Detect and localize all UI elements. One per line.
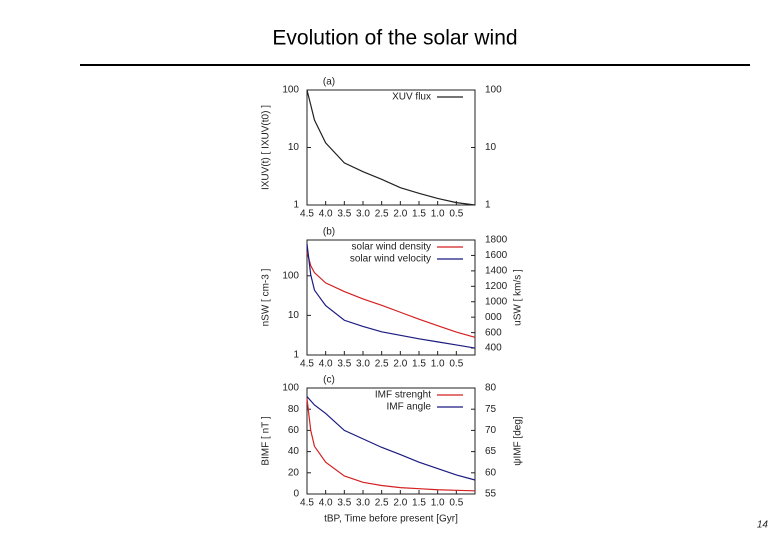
y2-tick-label: 75 bbox=[485, 404, 497, 415]
panel-label: (b) bbox=[323, 227, 335, 238]
y-tick-label: 1 bbox=[293, 350, 299, 361]
x-tick-label: 0.5 bbox=[449, 359, 463, 370]
x-tick-label: 3.5 bbox=[337, 359, 351, 370]
x-tick-label: 2.0 bbox=[393, 498, 407, 509]
series-line bbox=[306, 243, 476, 349]
y-axis-label: BIMF [ nT ] bbox=[261, 416, 272, 465]
legend-label: solar wind density bbox=[352, 242, 431, 253]
legend-label: XUV flux bbox=[392, 92, 431, 103]
y-tick-label: 100 bbox=[282, 85, 299, 96]
x-tick-label: 0.5 bbox=[449, 498, 463, 509]
x-tick-label: 4.5 bbox=[300, 359, 314, 370]
x-tick-label: 2.5 bbox=[375, 209, 389, 220]
panel-label: (a) bbox=[323, 77, 335, 88]
plot-frame bbox=[306, 239, 476, 356]
y2-axis-label: ψIMF [deg] bbox=[513, 416, 524, 466]
y2-axis-label: uSW [ km/s ] bbox=[513, 269, 524, 326]
y2-tick-label: 400 bbox=[485, 343, 502, 354]
x-tick-label: 2.5 bbox=[375, 498, 389, 509]
x-tick-label: 3.0 bbox=[356, 498, 370, 509]
y2-tick-label: 10 bbox=[485, 142, 497, 153]
x-tick-label: 0.5 bbox=[449, 209, 463, 220]
y-axis-label: nSW [ cm-3 ] bbox=[261, 268, 272, 326]
y2-tick-label: 1400 bbox=[485, 266, 508, 277]
y-tick-label: 60 bbox=[288, 425, 300, 436]
x-tick-label: 2.0 bbox=[393, 359, 407, 370]
y-tick-label: 80 bbox=[288, 404, 300, 415]
x-tick-label: 3.0 bbox=[356, 359, 370, 370]
y-tick-label: 100 bbox=[282, 270, 299, 281]
y2-tick-label: 55 bbox=[485, 489, 497, 500]
y-tick-label: 0 bbox=[293, 489, 299, 500]
y2-tick-label: 1800 bbox=[485, 235, 508, 246]
x-tick-label: 4.5 bbox=[300, 498, 314, 509]
y2-tick-label: 1 bbox=[485, 200, 491, 211]
y-tick-label: 1 bbox=[293, 200, 299, 211]
x-tick-label: 4.0 bbox=[319, 209, 333, 220]
series-line bbox=[306, 396, 476, 481]
x-tick-label: 1.5 bbox=[412, 359, 426, 370]
x-tick-label: 4.0 bbox=[319, 359, 333, 370]
y-axis-label: IXUV(t) [ IXUV(t0) ] bbox=[261, 105, 272, 190]
y2-tick-label: 60 bbox=[485, 467, 497, 478]
y2-tick-label: 65 bbox=[485, 446, 497, 457]
x-tick-label: 4.0 bbox=[319, 498, 333, 509]
x-tick-label: 4.5 bbox=[300, 209, 314, 220]
plot-frame bbox=[306, 387, 476, 495]
page-number: 14 bbox=[757, 520, 769, 531]
x-tick-label: 2.5 bbox=[375, 359, 389, 370]
legend-label: IMF angle bbox=[387, 402, 432, 413]
slide-title: Evolution of the solar wind bbox=[272, 27, 517, 50]
x-tick-label: 3.5 bbox=[337, 498, 351, 509]
y-tick-label: 100 bbox=[282, 383, 299, 394]
y2-tick-label: 1200 bbox=[485, 281, 508, 292]
x-tick-label: 2.0 bbox=[393, 209, 407, 220]
y2-tick-label: 1600 bbox=[485, 250, 508, 261]
x-tick-label: 1.0 bbox=[431, 209, 445, 220]
series-line bbox=[306, 89, 476, 206]
series-line bbox=[306, 251, 476, 338]
x-tick-label: 1.0 bbox=[431, 498, 445, 509]
x-tick-label: 1.5 bbox=[412, 498, 426, 509]
y2-tick-label: 000 bbox=[485, 312, 502, 323]
y2-tick-label: 100 bbox=[485, 85, 502, 96]
x-tick-label: 1.5 bbox=[412, 209, 426, 220]
y-tick-label: 40 bbox=[288, 446, 300, 457]
plot-frame bbox=[306, 89, 476, 206]
x-tick-label: 3.0 bbox=[356, 209, 370, 220]
y2-tick-label: 70 bbox=[485, 425, 497, 436]
y2-tick-label: 1000 bbox=[485, 296, 508, 307]
series-line bbox=[306, 398, 476, 492]
y-tick-label: 10 bbox=[288, 142, 300, 153]
y2-tick-label: 600 bbox=[485, 327, 502, 338]
y2-tick-label: 80 bbox=[485, 383, 497, 394]
y-tick-label: 20 bbox=[288, 467, 300, 478]
legend-label: IMF strenght bbox=[375, 390, 431, 401]
y-tick-label: 10 bbox=[288, 310, 300, 321]
panel-label: (c) bbox=[323, 375, 335, 386]
legend-label: solar wind velocity bbox=[350, 254, 431, 265]
x-axis-label: tBP, Time before present [Gyr] bbox=[324, 514, 458, 525]
x-tick-label: 1.0 bbox=[431, 359, 445, 370]
x-tick-label: 3.5 bbox=[337, 209, 351, 220]
